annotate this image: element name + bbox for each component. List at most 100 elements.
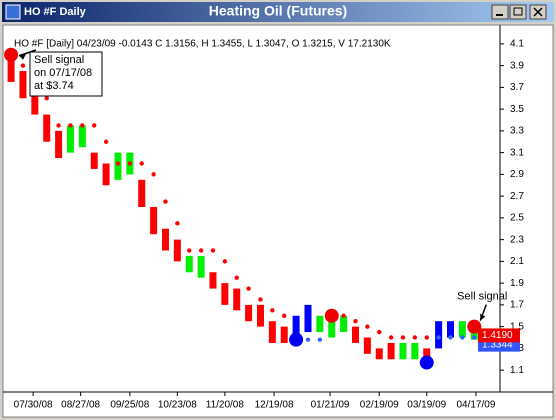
stop-dot <box>317 337 323 342</box>
x-tick-label: 02/19/09 <box>360 400 399 411</box>
price-bar <box>304 304 312 333</box>
stop-dot <box>412 335 418 340</box>
price-bar <box>209 272 217 289</box>
stop-dot <box>127 161 133 166</box>
price-bar <box>31 87 39 115</box>
signal-marker <box>467 319 482 334</box>
y-tick-label: 3.3 <box>510 126 524 137</box>
price-label: 1.3344 <box>482 339 513 350</box>
annotation-arrow <box>18 49 37 57</box>
price-bar <box>458 321 466 338</box>
window-buttons[interactable] <box>491 4 547 20</box>
title-bar <box>2 2 554 22</box>
stop-dot <box>282 313 287 318</box>
price-bar <box>197 255 205 278</box>
price-bar <box>55 130 63 159</box>
stop-dot <box>80 123 85 128</box>
x-tick-label: 10/23/08 <box>158 400 197 411</box>
annotation-text: at $3.74 <box>34 80 74 92</box>
price-bar <box>78 125 86 148</box>
price-bar <box>363 337 371 354</box>
price-label: 1.4190 <box>482 330 513 341</box>
price-bar <box>185 255 193 273</box>
price-bar <box>375 348 383 360</box>
y-tick-label: 1.9 <box>510 278 524 289</box>
stop-dot <box>115 161 121 166</box>
stop-dot <box>353 318 358 324</box>
x-tick-label: 01/21/09 <box>311 400 350 411</box>
price-bar <box>316 315 324 333</box>
price-bar <box>387 342 395 360</box>
y-tick-label: 2.9 <box>510 169 524 180</box>
stop-dot <box>175 221 180 226</box>
annotation-text: Sell signal <box>34 54 84 66</box>
stop-dot <box>222 259 228 264</box>
price-bar <box>280 326 288 343</box>
y-tick-label: 3.9 <box>510 60 524 71</box>
stop-dot <box>44 96 49 101</box>
price-bar <box>66 125 74 153</box>
signal-marker <box>289 332 304 347</box>
stop-dot <box>187 248 192 253</box>
x-tick-label: 08/27/08 <box>61 400 100 411</box>
price-bar <box>446 321 454 338</box>
stop-dot <box>20 63 26 68</box>
stop-dot <box>305 337 311 342</box>
y-tick-label: 3.5 <box>510 104 524 115</box>
x-tick-label: 09/25/08 <box>110 400 149 411</box>
stop-dot <box>270 308 275 313</box>
price-bar <box>114 152 122 180</box>
stop-dot <box>341 313 346 318</box>
price-bar <box>221 283 229 305</box>
stop-dot <box>234 275 239 280</box>
stop-dot <box>365 324 370 329</box>
x-tick-label: 11/20/08 <box>206 400 245 411</box>
stop-dot <box>198 248 204 253</box>
price-bar <box>150 207 158 235</box>
y-tick-label: 1.5 <box>510 321 524 332</box>
price-bar <box>399 342 407 360</box>
stop-dot <box>472 335 477 340</box>
x-tick-label: 04/17/09 <box>456 400 495 411</box>
stop-dot <box>246 286 251 291</box>
y-tick-label: 2.5 <box>510 213 524 224</box>
stop-dot <box>163 199 168 204</box>
x-tick-label: 03/19/09 <box>407 400 446 411</box>
y-tick-label: 1.7 <box>510 300 524 311</box>
stop-dot <box>151 172 156 177</box>
price-bar <box>340 315 348 333</box>
price-bar <box>173 239 181 262</box>
chart-title: Heating Oil (Futures) <box>209 3 347 19</box>
stop-dot <box>56 123 61 128</box>
y-tick-label: 3.1 <box>510 147 524 158</box>
y-tick-label: 2.7 <box>510 191 524 202</box>
price-bar <box>7 54 15 82</box>
stop-dot <box>460 335 465 340</box>
signal-marker <box>324 308 339 323</box>
price-bar <box>102 163 110 186</box>
stop-dot <box>139 161 144 166</box>
price-bar <box>256 304 264 327</box>
maximize-button[interactable] <box>509 4 527 20</box>
window-icon <box>5 4 21 20</box>
price-bar <box>268 321 276 343</box>
stop-dot <box>400 335 406 340</box>
close-icon <box>533 7 543 17</box>
signal-marker <box>419 355 434 370</box>
info-line: HO #F [Daily] 04/23/09 -0.0143 C 1.3156,… <box>14 39 391 50</box>
stop-dot <box>388 335 394 340</box>
y-tick-label: 3.7 <box>510 82 524 93</box>
arrow-head <box>480 313 486 321</box>
maximize-icon <box>513 7 523 16</box>
stop-dot <box>68 123 73 128</box>
arrow-head <box>19 53 27 60</box>
price-bar <box>245 304 253 322</box>
stop-dot <box>448 335 453 340</box>
annotation-text: on 07/17/08 <box>34 67 92 79</box>
y-tick-label: 2.1 <box>510 256 524 267</box>
price-bar <box>435 321 443 349</box>
price-label-box <box>478 328 520 343</box>
minimize-button[interactable] <box>491 4 509 20</box>
